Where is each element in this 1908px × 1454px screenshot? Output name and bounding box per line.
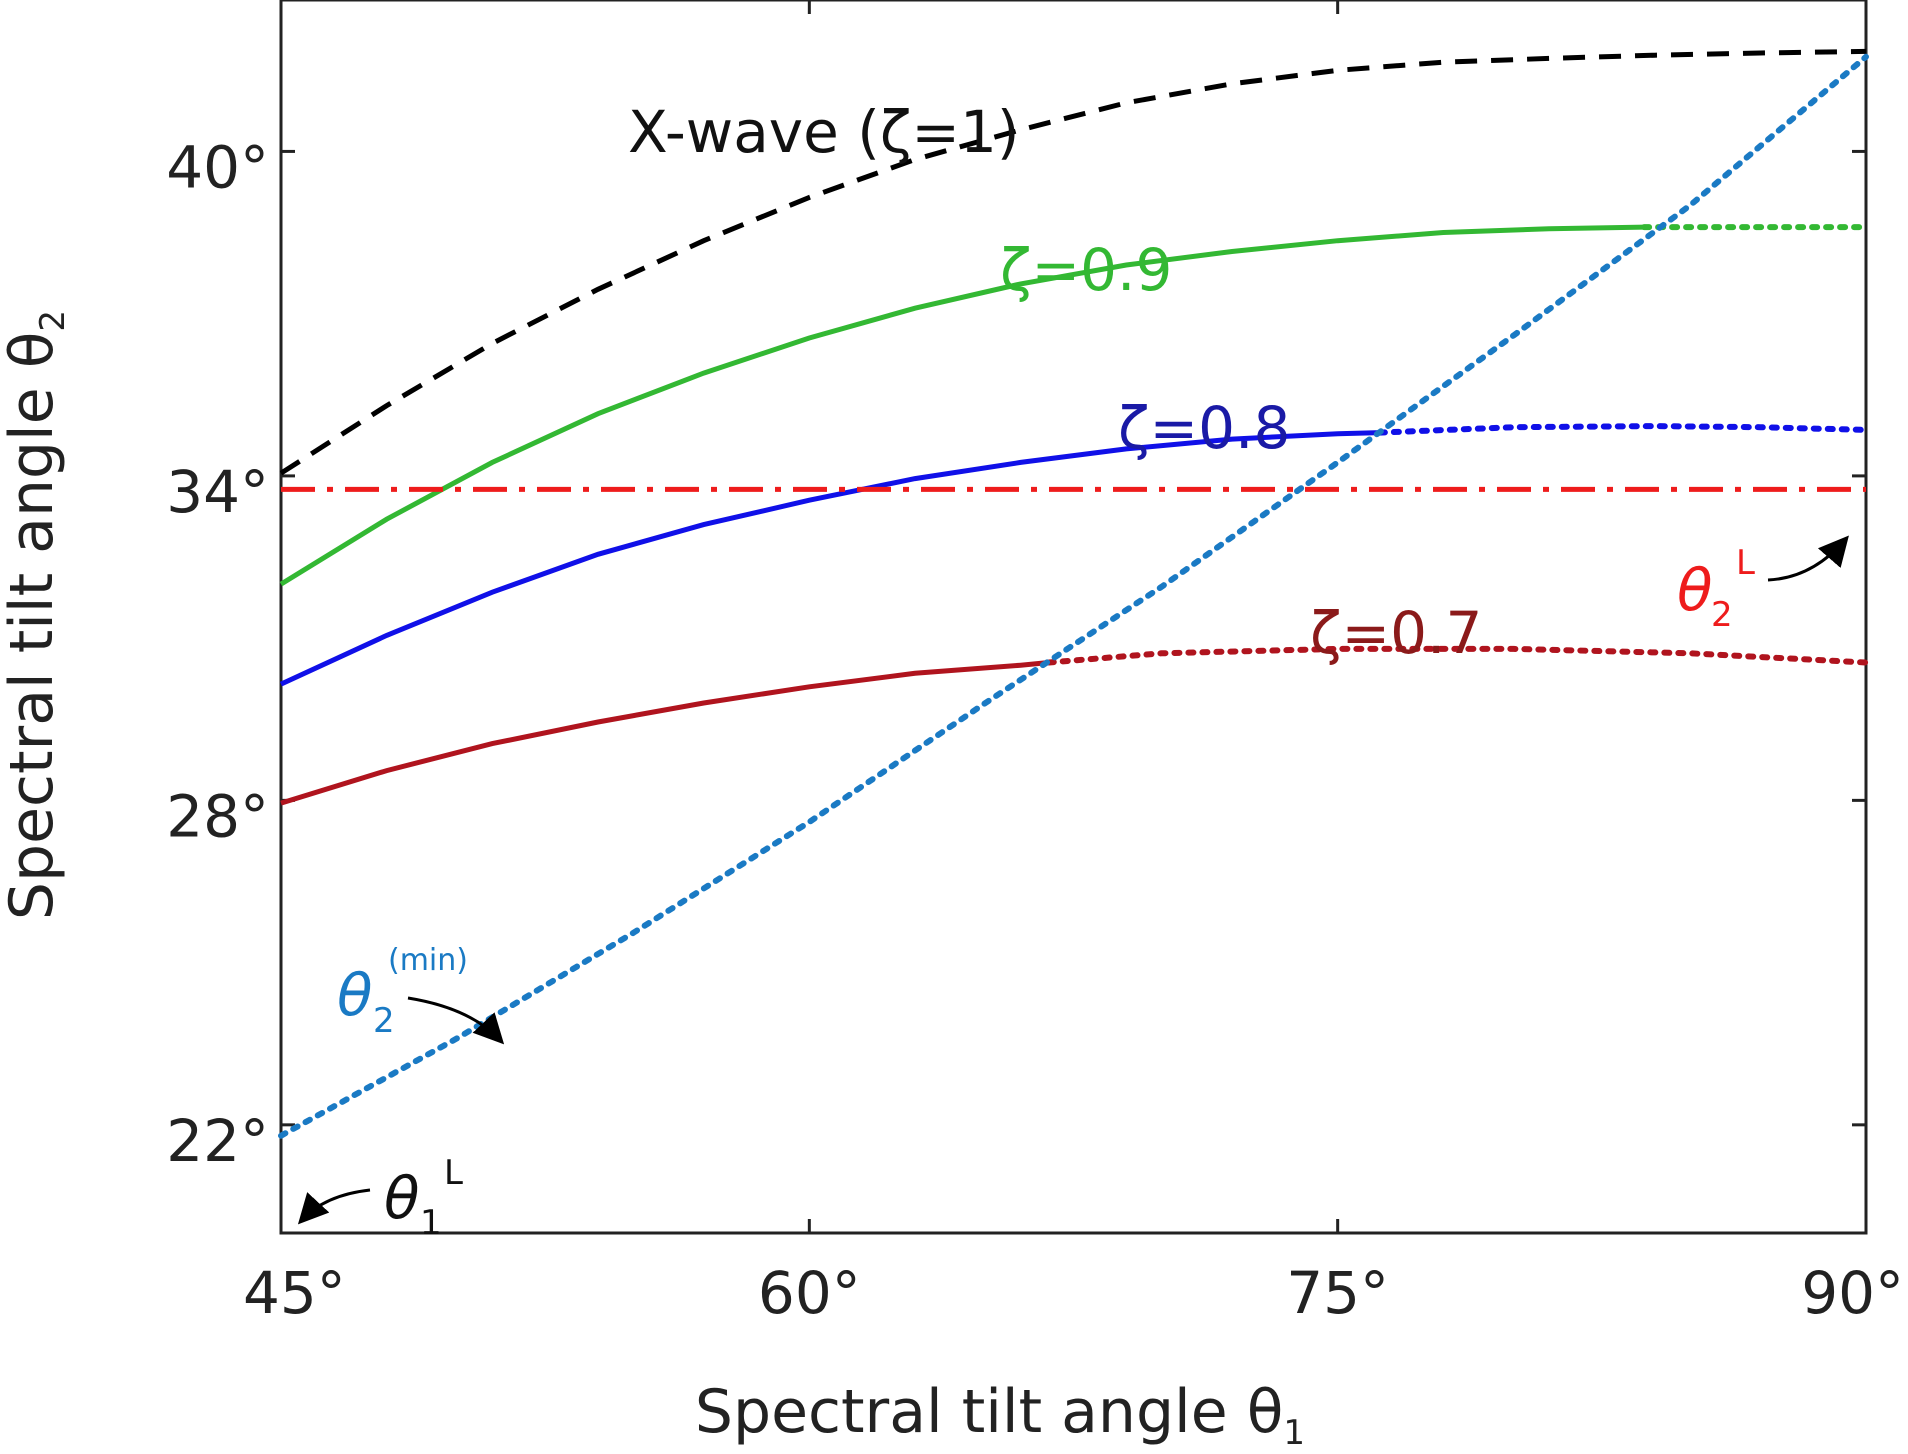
series-line-5 [280, 660, 1050, 806]
y-axis-title-sub: 2 [33, 310, 73, 332]
xwave-label: X-wave (ζ=1) [628, 98, 1020, 166]
x-axis-title-sub: 1 [1283, 1413, 1305, 1453]
series-line-1 [279, 224, 1645, 587]
series-group [278, 48, 1869, 1139]
y-tick-label: 34° [166, 458, 269, 526]
theta2L-symbol: θ [1677, 556, 1713, 624]
x-tick-label: 75° [1286, 1259, 1389, 1327]
y-tick-label: 28° [166, 782, 269, 850]
zeta-08-label: ζ=0.8 [1118, 394, 1290, 462]
theta2L-label: θ 2 L [1677, 543, 1755, 635]
theta2min-arrow [407, 996, 505, 1045]
zeta-09-label: ζ=0.9 [1000, 236, 1172, 304]
x-tick-label: 90° [1801, 1259, 1904, 1327]
theta2L-sub: 2 [1711, 595, 1733, 635]
theta2L-arrow [1767, 535, 1849, 582]
theta2min-sup: (min) [388, 943, 468, 978]
series-line-0 [279, 48, 1867, 476]
x-axis-title: Spectral tilt angle θ1 [695, 1377, 1305, 1453]
y-tick-label: 22° [166, 1107, 269, 1175]
y-tick-label: 40° [166, 133, 269, 201]
series-line-3 [279, 430, 1380, 687]
theta1L-sub: 1 [420, 1203, 442, 1243]
series-line-6 [1045, 645, 1869, 666]
theta2min-sub: 2 [373, 1001, 395, 1041]
theta1L-sup: L [444, 1153, 463, 1193]
theta1L-symbol: θ [384, 1164, 420, 1232]
zeta-07-label: ζ=0.7 [1310, 599, 1482, 667]
x-axis-title-text: Spectral tilt angle θ [695, 1377, 1284, 1447]
theta2min-symbol: θ [337, 961, 373, 1029]
theta1L-label: θ 1 L [384, 1153, 463, 1243]
plot-frame [279, 0, 1868, 1235]
y-axis-title-text: Spectral tilt angle θ [0, 332, 67, 921]
theta2min-label: θ 2 (min) [337, 943, 468, 1041]
axis-ticks: 45° 60° 75° 90° 22° 28° 34° 40° [166, 0, 1904, 1327]
series-line-7 [278, 53, 1869, 1139]
x-tick-label: 45° [243, 1259, 346, 1327]
y-axis-title: Spectral tilt angle θ2 [0, 310, 73, 920]
theta1L-arrow [297, 1188, 371, 1225]
series-line-4 [1376, 423, 1869, 436]
x-tick-label: 60° [758, 1259, 861, 1327]
theta2L-sup: L [1736, 543, 1755, 583]
